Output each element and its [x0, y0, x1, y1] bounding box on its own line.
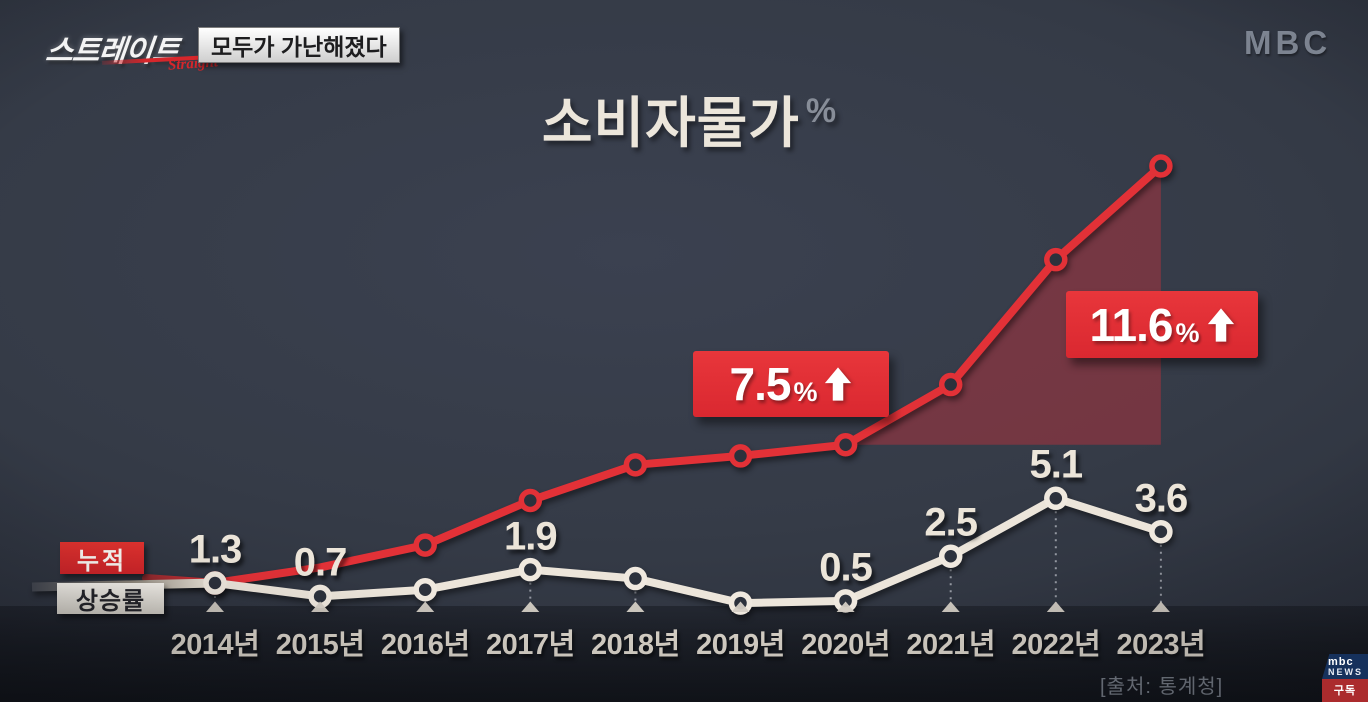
- cumulative-point-2020년: [833, 433, 858, 457]
- legend-cumulative: 누적: [60, 542, 144, 575]
- series-cumulative: [142, 154, 1173, 595]
- axis-triangle-2019년: [731, 601, 750, 612]
- rate-point-2018년: [623, 566, 648, 591]
- callout-cumulative-2020: 7.5 %: [693, 351, 889, 417]
- axis-triangle-2014년: [206, 601, 224, 612]
- rate-point-2017년: [518, 557, 543, 582]
- axis-triangle-2023년: [1151, 601, 1170, 612]
- callout-cumulative-2023: 11.6 %: [1066, 291, 1258, 358]
- rate-point-2023년: [1149, 519, 1173, 544]
- axis-triangle-2015년: [311, 601, 330, 612]
- axis-triangle-2016년: [416, 601, 435, 612]
- watermark-news: NEWS: [1328, 667, 1363, 677]
- cumulative-point-2016년: [413, 533, 437, 557]
- up-arrow-icon: [825, 367, 852, 401]
- axis-triangle-2022년: [1046, 601, 1065, 612]
- highlight-area-2020-2023: [845, 166, 1161, 445]
- axis-triangle-2017년: [521, 601, 540, 612]
- rate-point-2016년: [413, 577, 437, 602]
- callout-2020-value: 7.5: [729, 358, 792, 410]
- episode-title-text: 모두가 가난해졌다: [211, 34, 387, 60]
- chart-title-unit: %: [805, 92, 837, 130]
- watermark-brand: mbc: [1328, 656, 1354, 668]
- chart-title-text: 소비자물가: [541, 92, 800, 154]
- cumulative-point-2019년: [728, 444, 753, 468]
- up-arrow-icon: [1207, 307, 1234, 342]
- mbc-logo: MBC: [1244, 24, 1332, 61]
- cumulative-point-2017년: [518, 488, 543, 513]
- x-axis-band: [0, 606, 1368, 702]
- legend-rate: 상승률: [57, 583, 164, 615]
- source-note: [출처: 통계청]: [1100, 676, 1224, 698]
- cumulative-point-2021년: [938, 372, 963, 397]
- axis-triangle-2020년: [836, 601, 855, 612]
- episode-title-box: 모두가 가난해졌다: [198, 27, 400, 63]
- callout-2023-value: 11.6: [1089, 298, 1173, 351]
- droplines: [214, 511, 1162, 603]
- callout-2023-unit: %: [1175, 318, 1200, 348]
- axis-triangle-2021년: [941, 601, 960, 612]
- channel-watermark: mbc NEWS 구독: [1322, 654, 1368, 702]
- rate-point-2021년: [938, 544, 963, 568]
- legend-cumulative-label: 누적: [76, 547, 128, 575]
- rate-point-2014년: [203, 571, 227, 595]
- mbc-news-badge: mbc NEWS: [1322, 654, 1368, 679]
- rate-point-2022년: [1044, 486, 1068, 511]
- legend-rate-label: 상승률: [75, 588, 146, 615]
- subscribe-badge[interactable]: 구독: [1322, 679, 1368, 702]
- cumulative-point-2018년: [623, 453, 648, 477]
- program-logo: 스트레이트 Straight: [44, 24, 249, 74]
- cumulative-point-2023년: [1149, 154, 1173, 178]
- chart-title: 소비자물가 %: [542, 78, 836, 158]
- axis-tick-triangles: [206, 601, 1170, 612]
- axis-triangle-2018년: [626, 601, 645, 612]
- callout-2020-unit: %: [793, 377, 818, 407]
- cumulative-point-2022년: [1044, 247, 1068, 272]
- series-rate: [31, 486, 1173, 615]
